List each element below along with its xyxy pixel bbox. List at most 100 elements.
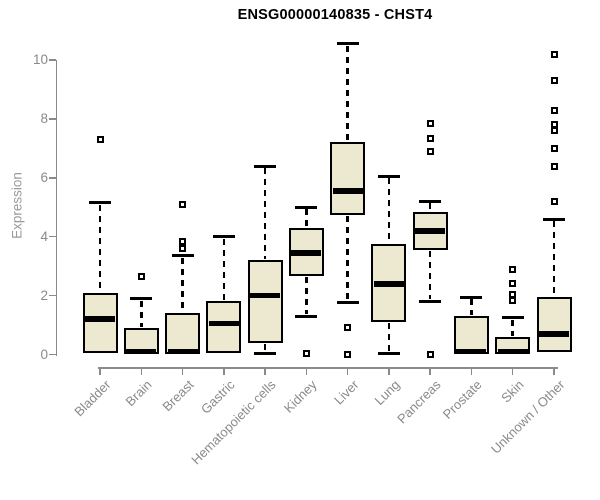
y-tick-mark xyxy=(48,235,56,238)
y-tick-label: 6 xyxy=(40,169,48,185)
whisker-upper-hematopoietic-cells xyxy=(263,168,267,260)
x-tick-mark xyxy=(99,368,101,375)
y-tick-mark xyxy=(48,353,56,356)
outlier-point-unknown-other xyxy=(550,127,558,135)
y-tick-label: 2 xyxy=(40,287,48,303)
outlier-point-unknown-other xyxy=(550,162,558,170)
x-tick-mark xyxy=(140,368,143,375)
whisker-lower-pancreas xyxy=(428,250,432,300)
whisker-cap-upper-brain xyxy=(130,297,153,301)
x-tick-mark xyxy=(388,368,390,375)
y-axis-label: Expression xyxy=(9,172,25,239)
x-tick-mark xyxy=(511,368,514,375)
median-skin xyxy=(497,348,528,355)
median-kidney xyxy=(291,250,322,256)
whisker-upper-liver xyxy=(346,45,349,142)
median-liver xyxy=(332,188,363,194)
box-breast xyxy=(165,313,201,354)
outlier-point-unknown-other xyxy=(550,197,558,205)
outlier-point-breast xyxy=(179,237,187,245)
whisker-lower-lung xyxy=(387,323,391,352)
whisker-cap-lower-kidney xyxy=(295,314,318,318)
outlier-point-skin xyxy=(509,296,517,304)
x-tick-mark xyxy=(223,368,225,375)
whisker-lower-kidney xyxy=(305,277,308,315)
whisker-cap-lower-liver xyxy=(336,301,359,305)
box-unknown-other xyxy=(536,297,572,352)
median-brain xyxy=(126,348,157,355)
x-tick-mark xyxy=(553,368,555,375)
x-tick-mark xyxy=(264,368,266,375)
whisker-cap-upper-kidney xyxy=(295,205,318,209)
whisker-upper-bladder xyxy=(98,204,102,292)
y-tick-label: 8 xyxy=(40,110,48,126)
whisker-lower-liver xyxy=(346,215,349,301)
whisker-cap-upper-breast xyxy=(171,254,194,258)
whisker-upper-gastric xyxy=(222,238,226,301)
box-gastric xyxy=(206,301,242,354)
whisker-upper-breast xyxy=(181,257,184,313)
outlier-point-breast xyxy=(179,244,187,252)
box-bladder xyxy=(82,292,118,353)
whisker-upper-skin xyxy=(511,319,514,336)
outlier-point-breast xyxy=(179,200,187,208)
y-tick-mark xyxy=(48,59,56,61)
box-prostate xyxy=(453,316,489,354)
whisker-upper-kidney xyxy=(305,209,308,227)
whisker-cap-lower-lung xyxy=(377,352,400,356)
whisker-upper-unknown-other xyxy=(552,221,556,297)
outlier-point-unknown-other xyxy=(550,144,558,152)
y-tick-label: 10 xyxy=(32,52,48,67)
outlier-point-pancreas xyxy=(426,119,434,127)
x-tick-mark xyxy=(346,368,349,375)
median-gastric xyxy=(208,320,239,327)
whisker-cap-upper-lung xyxy=(377,174,400,178)
box-hematopoietic-cells xyxy=(247,260,283,343)
y-tick-mark xyxy=(48,177,56,179)
outlier-point-unknown-other xyxy=(550,106,558,114)
median-lung xyxy=(373,281,404,287)
whisker-upper-prostate xyxy=(470,299,473,316)
box-liver xyxy=(330,142,366,215)
chart-title: ENSG00000140835 - CHST4 xyxy=(237,7,433,23)
whisker-cap-upper-bladder xyxy=(89,201,111,205)
whisker-cap-lower-pancreas xyxy=(419,299,442,303)
whisker-cap-upper-liver xyxy=(336,42,359,46)
outlier-point-liver xyxy=(344,324,352,332)
outlier-point-pancreas xyxy=(426,134,434,142)
x-tick-mark xyxy=(429,368,431,375)
outlier-point-unknown-other xyxy=(550,77,558,85)
outlier-point-bladder xyxy=(96,136,104,143)
outlier-point-liver xyxy=(344,351,352,358)
outlier-point-skin xyxy=(509,265,517,273)
y-tick-label: 0 xyxy=(40,346,48,362)
y-tick-mark xyxy=(48,118,56,120)
y-tick-label: 4 xyxy=(40,228,48,244)
outlier-point-unknown-other xyxy=(550,50,558,58)
outlier-point-brain xyxy=(137,272,145,280)
median-unknown-other xyxy=(539,331,569,337)
whisker-cap-upper-pancreas xyxy=(419,199,442,203)
median-hematopoietic-cells xyxy=(250,292,281,299)
whisker-upper-pancreas xyxy=(428,203,432,211)
x-tick-mark xyxy=(181,368,184,375)
x-tick-mark xyxy=(305,368,308,375)
median-bladder xyxy=(85,316,115,322)
whisker-cap-lower-hematopoietic-cells xyxy=(254,351,277,355)
whisker-cap-upper-prostate xyxy=(460,295,483,299)
whisker-upper-brain xyxy=(140,300,143,327)
outlier-point-pancreas xyxy=(426,351,434,358)
median-breast xyxy=(167,348,198,355)
outlier-point-pancreas xyxy=(426,147,434,155)
median-pancreas xyxy=(415,228,446,234)
y-axis-line xyxy=(55,60,57,356)
outlier-point-kidney xyxy=(302,350,310,358)
x-tick-mark xyxy=(470,368,473,375)
y-tick-mark xyxy=(48,294,56,297)
whisker-cap-upper-unknown-other xyxy=(543,217,565,221)
whisker-cap-upper-hematopoietic-cells xyxy=(254,164,277,168)
x-axis-line xyxy=(98,367,558,369)
median-prostate xyxy=(456,348,487,355)
whisker-upper-lung xyxy=(387,178,391,244)
